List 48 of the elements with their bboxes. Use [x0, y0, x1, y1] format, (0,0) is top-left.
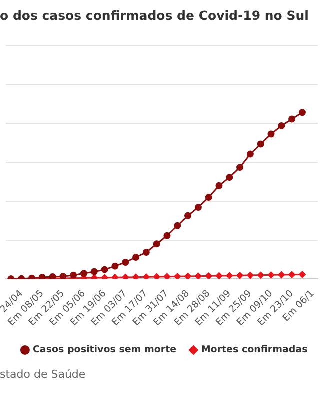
point	[194, 204, 202, 212]
point	[278, 271, 286, 278]
point	[112, 262, 119, 270]
point	[236, 272, 244, 280]
point	[205, 272, 212, 280]
chart-title: o dos casos confirmados de Covid-19 no Sul	[0, 8, 309, 23]
point	[246, 272, 254, 279]
point	[164, 273, 171, 280]
point	[268, 130, 275, 138]
point	[184, 212, 192, 220]
point	[205, 194, 212, 202]
point	[298, 271, 306, 278]
point	[132, 254, 140, 262]
point	[174, 273, 182, 280]
point	[153, 273, 160, 280]
legend-label: Mortes confirmadas	[201, 344, 308, 356]
point	[226, 272, 234, 280]
point	[90, 268, 98, 276]
text: stado de Saúde	[0, 368, 86, 381]
point	[101, 274, 108, 280]
point	[122, 274, 130, 280]
point	[122, 259, 130, 266]
point	[132, 274, 140, 280]
point	[288, 116, 296, 123]
legend-label: Casos positivos sem morte	[32, 344, 177, 356]
point	[142, 249, 150, 256]
point	[236, 164, 244, 172]
point	[216, 272, 223, 280]
point	[80, 270, 88, 278]
point	[174, 222, 182, 230]
point	[153, 240, 160, 248]
point	[226, 174, 234, 182]
point	[298, 109, 306, 116]
point	[90, 274, 98, 280]
point	[288, 271, 296, 278]
point	[164, 232, 171, 240]
point	[112, 274, 119, 280]
point	[184, 272, 192, 280]
point	[194, 272, 202, 280]
point	[257, 272, 264, 279]
point	[257, 140, 264, 148]
point	[70, 272, 78, 279]
point	[278, 122, 286, 130]
point	[268, 272, 275, 279]
point	[216, 182, 223, 190]
point	[142, 274, 150, 280]
point	[101, 266, 108, 274]
point	[246, 150, 254, 158]
